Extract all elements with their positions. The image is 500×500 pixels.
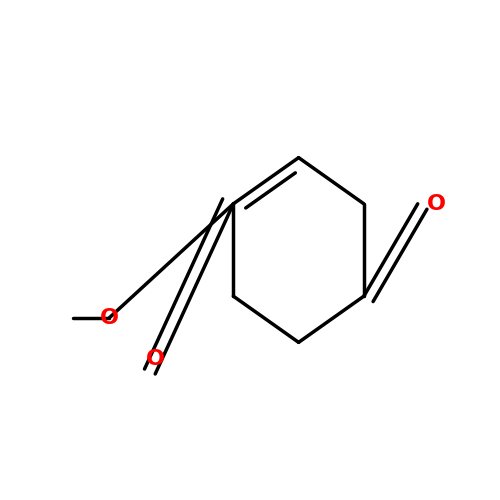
Text: O: O [100, 308, 118, 328]
Text: O: O [426, 194, 446, 214]
Text: O: O [146, 349, 165, 369]
